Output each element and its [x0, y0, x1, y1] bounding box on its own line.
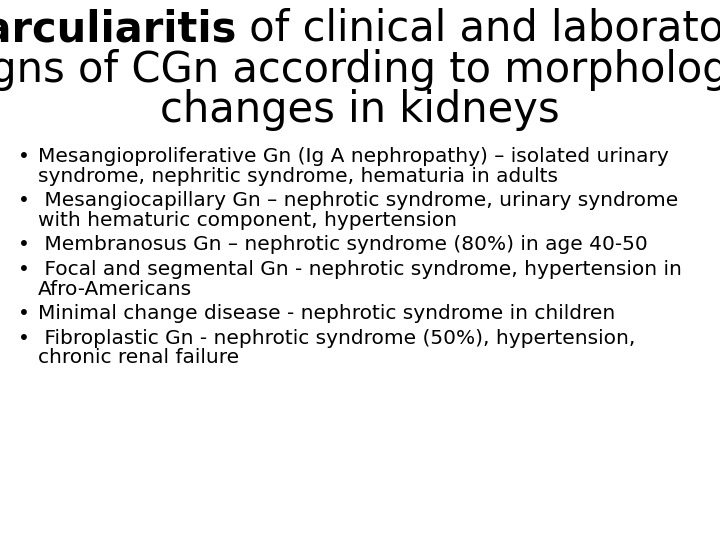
Text: of clinical and laboratory: of clinical and laboratory: [236, 8, 720, 50]
Text: •: •: [18, 147, 30, 166]
Text: Minimal change disease - nephrotic syndrome in children: Minimal change disease - nephrotic syndr…: [38, 304, 616, 323]
Text: signs of CGn according to morphologic: signs of CGn according to morphologic: [0, 49, 720, 91]
Text: Parculiaritis: Parculiaritis: [0, 8, 236, 50]
Text: Mesangioproliferative Gn (Ig A nephropathy) – isolated urinary: Mesangioproliferative Gn (Ig A nephropat…: [38, 147, 669, 166]
Text: Focal and segmental Gn - nephrotic syndrome, hypertension in: Focal and segmental Gn - nephrotic syndr…: [38, 260, 682, 279]
Text: Fibroplastic Gn - nephrotic syndrome (50%), hypertension,: Fibroplastic Gn - nephrotic syndrome (50…: [38, 329, 635, 348]
Text: with hematuric component, hypertension: with hematuric component, hypertension: [38, 211, 457, 230]
Text: •: •: [18, 260, 30, 279]
Text: •: •: [18, 235, 30, 254]
Text: •: •: [18, 304, 30, 323]
Text: •: •: [18, 191, 30, 210]
Text: chronic renal failure: chronic renal failure: [38, 348, 239, 367]
Text: syndrome, nephritic syndrome, hematuria in adults: syndrome, nephritic syndrome, hematuria …: [38, 167, 558, 186]
Text: changes in kidneys: changes in kidneys: [160, 89, 560, 131]
Text: Afro-Americans: Afro-Americans: [38, 280, 192, 299]
Text: Membranosus Gn – nephrotic syndrome (80%) in age 40-50: Membranosus Gn – nephrotic syndrome (80%…: [38, 235, 648, 254]
Text: Mesangiocapillary Gn – nephrotic syndrome, urinary syndrome: Mesangiocapillary Gn – nephrotic syndrom…: [38, 191, 678, 210]
Text: •: •: [18, 329, 30, 348]
